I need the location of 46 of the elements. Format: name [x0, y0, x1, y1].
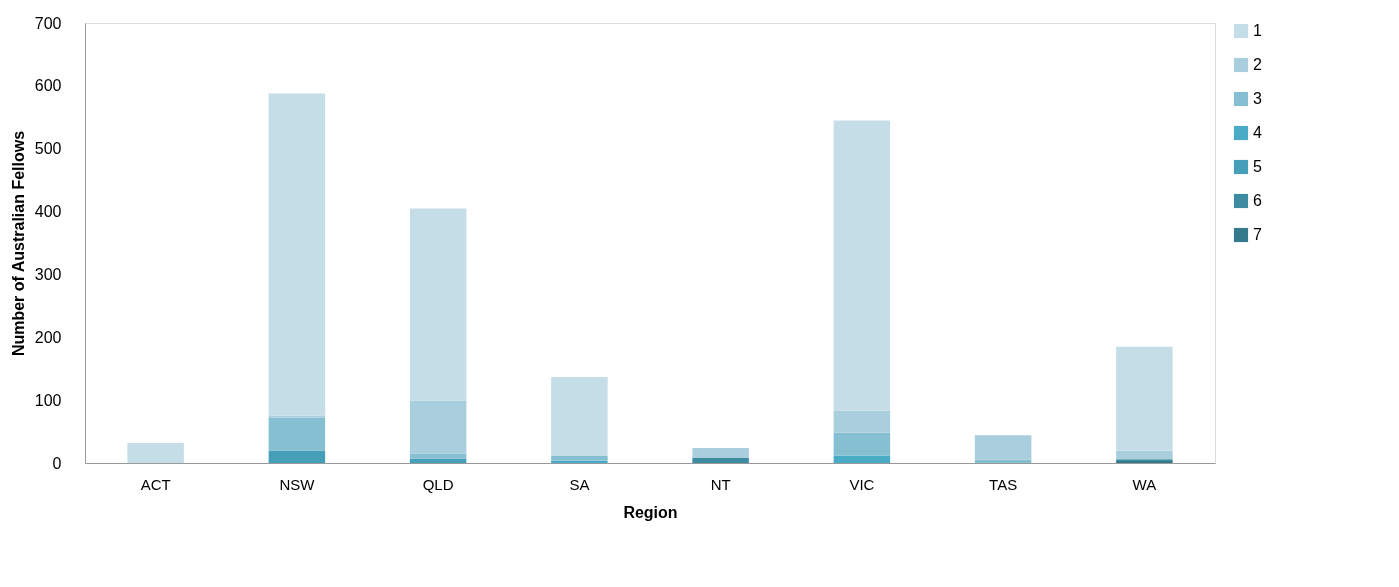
bar — [833, 120, 891, 411]
bar — [974, 459, 1032, 463]
x-tick-label: NT — [710, 475, 731, 493]
y-tick-label: 600 — [34, 77, 62, 95]
legend-label: 4 — [1253, 124, 1262, 141]
bar — [409, 208, 467, 401]
bar — [551, 376, 608, 456]
bar — [127, 442, 184, 463]
bar — [551, 455, 608, 461]
bar — [833, 410, 891, 433]
y-tick-label: 200 — [34, 328, 62, 346]
y-tick-label: 400 — [34, 203, 62, 221]
x-tick-label: TAS — [989, 475, 1018, 493]
legend-label: 2 — [1253, 56, 1262, 73]
legend-label: 6 — [1253, 192, 1262, 209]
bar — [409, 400, 467, 454]
x-tick-label: NSW — [279, 475, 316, 493]
bar — [268, 450, 326, 463]
legend-label: 3 — [1253, 90, 1262, 107]
x-tick-label: QLD — [422, 475, 454, 493]
x-tick-label: WA — [1132, 475, 1157, 493]
legend-label: 5 — [1253, 158, 1262, 175]
bar — [268, 93, 326, 416]
bar — [833, 455, 891, 463]
y-axis-title: Number of Australian Fellows — [9, 130, 27, 357]
bar — [692, 457, 749, 463]
bar — [268, 417, 326, 451]
legend-label: 1 — [1253, 22, 1262, 39]
y-tick-label: 300 — [34, 265, 62, 283]
x-axis-title: Region — [623, 503, 678, 521]
legend-label: 7 — [1253, 226, 1262, 243]
bar — [974, 435, 1032, 460]
bar — [409, 453, 467, 459]
bar — [409, 458, 467, 463]
x-tick-label: SA — [569, 475, 590, 493]
x-tick-label: ACT — [140, 475, 171, 493]
bar — [551, 460, 608, 463]
bar — [1116, 346, 1173, 451]
bar — [833, 432, 891, 456]
bar — [692, 447, 749, 458]
y-tick-label: 700 — [34, 14, 62, 32]
y-tick-label: 100 — [34, 391, 62, 409]
x-tick-label: VIC — [849, 475, 875, 493]
bar — [1116, 450, 1173, 460]
y-tick-label: 500 — [34, 140, 62, 158]
y-tick-label: 0 — [52, 454, 62, 472]
